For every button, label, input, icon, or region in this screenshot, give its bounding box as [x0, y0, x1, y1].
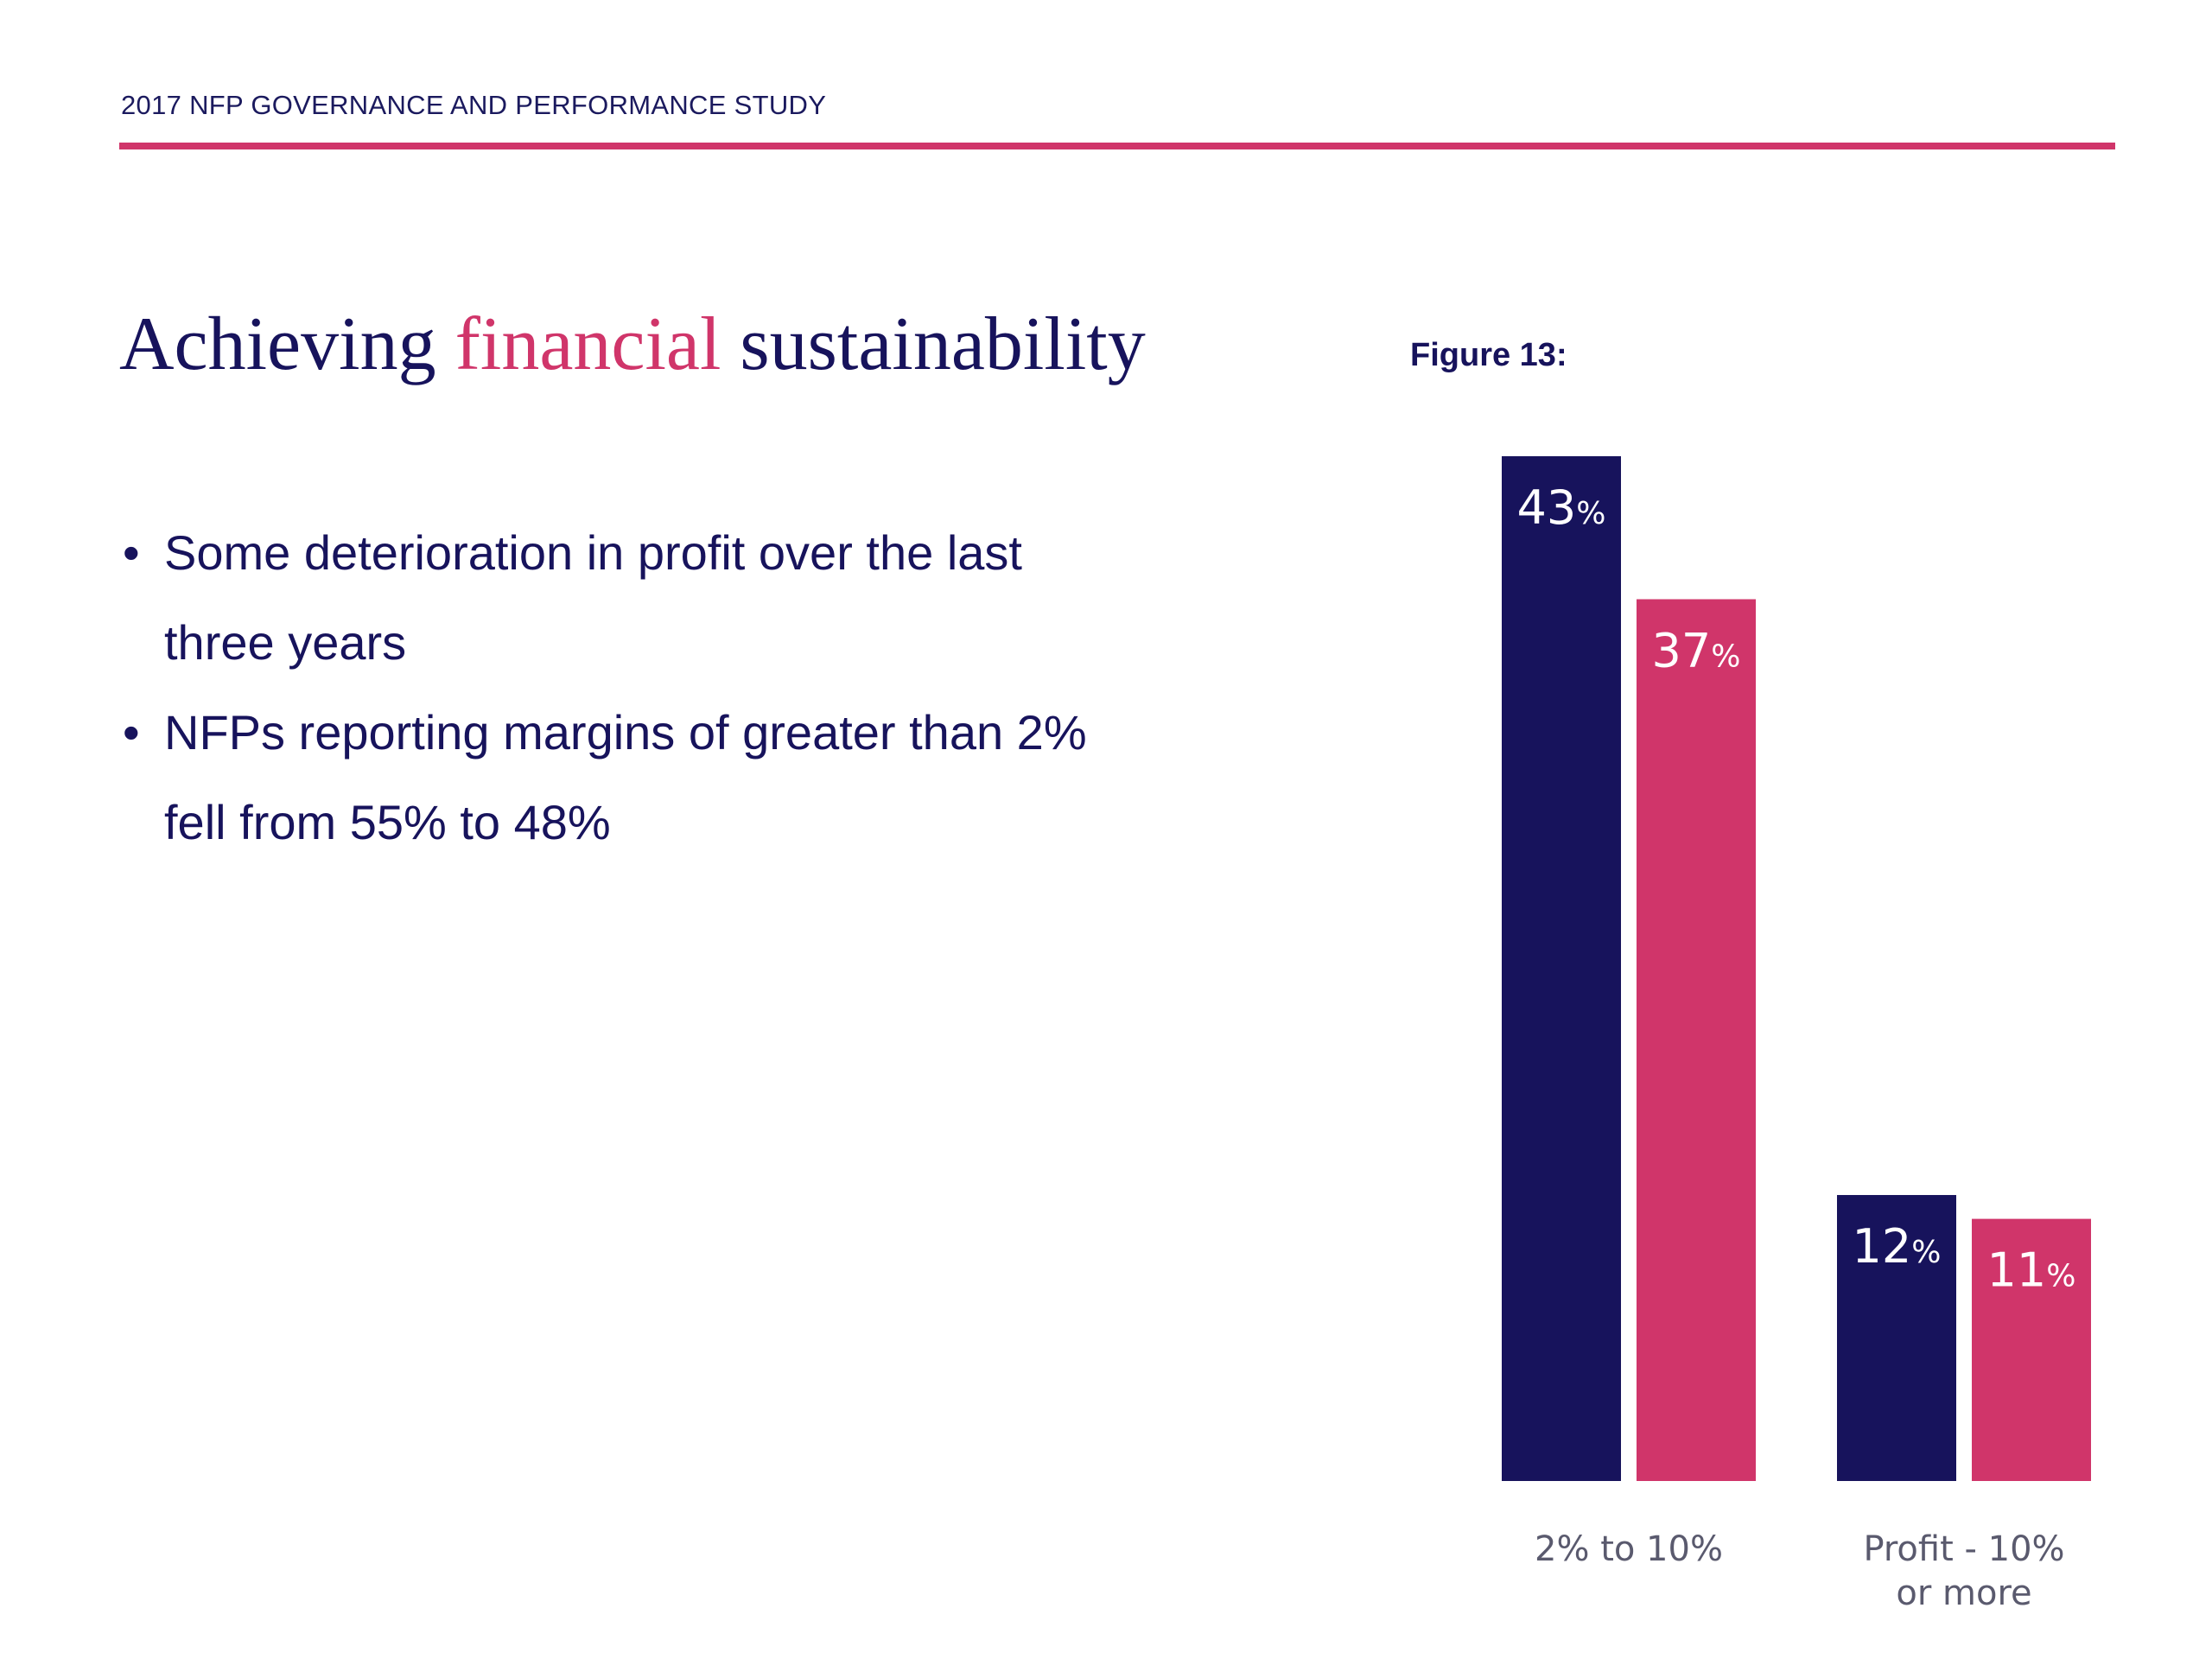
bullet-text: Some deterioration in profit over the la…	[164, 525, 1022, 670]
header-divider	[119, 143, 2115, 149]
figure-label: Figure 13:	[1410, 337, 1567, 373]
bar	[1837, 1195, 1956, 1481]
bullet-list: • Some deterioration in profit over the l…	[121, 508, 1106, 868]
bullet-dot-icon: •	[123, 705, 140, 760]
bar-value-label: 11%	[1987, 1243, 2076, 1298]
study-title: 2017 NFP GOVERNANCE AND PERFORMANCE STUD…	[121, 90, 827, 120]
bullet-dot-icon: •	[123, 525, 140, 580]
bullet-item: • Some deterioration in profit over the l…	[121, 508, 1106, 688]
bar-value-label: 43%	[1517, 480, 1606, 535]
category-label-line2: or more	[1896, 1573, 2031, 1613]
bar-value-label: 37%	[1652, 623, 1741, 677]
title-accent-word: financial	[454, 302, 721, 386]
slide-title: Achieving financial sustainability	[119, 301, 1146, 388]
bar-value-label: 12%	[1853, 1219, 1942, 1274]
title-part-2: sustainability	[721, 302, 1146, 386]
category-label: 2% to 10%	[1535, 1529, 1723, 1569]
bullet-text: NFPs reporting margins of greater than 2…	[164, 705, 1087, 849]
title-part-1: Achieving	[119, 302, 455, 386]
bar	[1502, 456, 1621, 1481]
bullet-item: • NFPs reporting margins of greater than …	[121, 688, 1106, 868]
bar	[1637, 599, 1756, 1481]
category-label: Profit - 10%	[1863, 1529, 2064, 1569]
bar	[1972, 1218, 2091, 1481]
